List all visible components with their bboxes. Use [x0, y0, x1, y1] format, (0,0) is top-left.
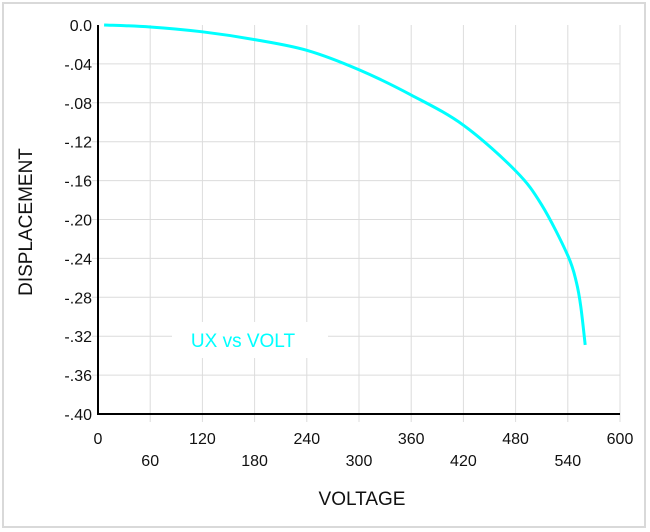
y-tick-label: -.08: [64, 96, 92, 113]
y-tick-label: -.28: [64, 290, 92, 307]
y-axis-label: DISPLACEMENT: [16, 148, 37, 296]
x-tick-label: 600: [607, 431, 634, 448]
y-tick-label: -.24: [64, 251, 92, 268]
axes: [97, 25, 620, 415]
tick-labels: 0 60 120 180 240 300 360 420 480 540 600 0.0 -.04 -.0…: [64, 18, 633, 470]
y-tick-label: -.16: [64, 174, 92, 191]
series-line: [104, 23, 587, 346]
legend-background: [172, 322, 328, 358]
y-tick-label: -.36: [64, 368, 92, 385]
legend: UX vs VOLT: [172, 322, 328, 358]
y-tick-label: -.20: [64, 213, 92, 230]
x-tick-label: 240: [293, 431, 320, 448]
x-tick-label: 60: [141, 453, 159, 470]
y-tick-label: -.32: [64, 329, 92, 346]
chart-frame: [2, 2, 646, 528]
y-tick-label: -.40: [64, 407, 92, 424]
grid: [92, 25, 621, 422]
x-axis-label: VOLTAGE: [319, 489, 406, 510]
x-tick-label: 360: [398, 431, 425, 448]
x-tick-label: 120: [189, 431, 216, 448]
y-tick-label: -.12: [64, 135, 92, 152]
x-tick-label: 300: [346, 453, 373, 470]
x-tick-label: 540: [554, 453, 581, 470]
x-tick-label: 420: [450, 453, 477, 470]
x-tick-label: 0: [94, 431, 103, 448]
y-tick-label: 0.0: [70, 18, 92, 35]
series-layer: [104, 23, 587, 346]
y-tick-label: -.04: [64, 57, 92, 74]
x-tick-label: 180: [241, 453, 268, 470]
x-tick-label: 480: [502, 431, 529, 448]
legend-entry: UX vs VOLT: [191, 331, 296, 352]
